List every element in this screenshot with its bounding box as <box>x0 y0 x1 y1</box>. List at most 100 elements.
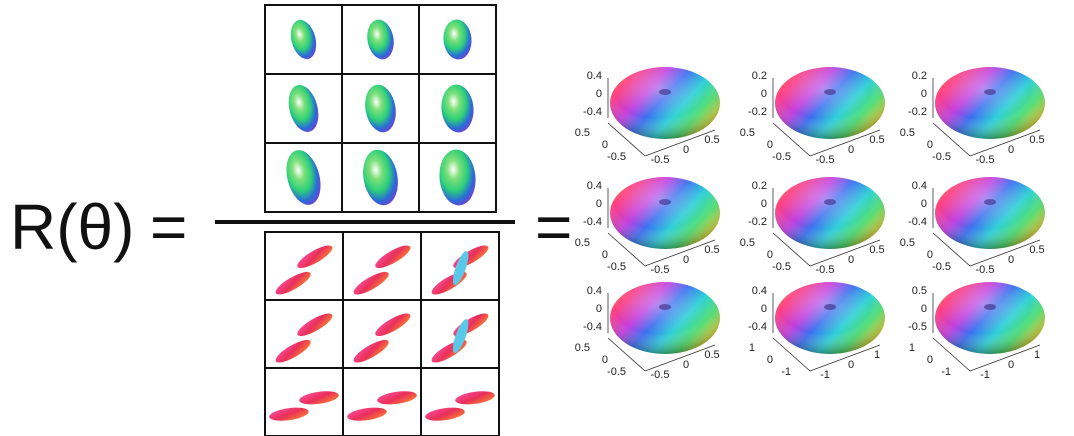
z-tick-label: 0.2 <box>912 70 927 82</box>
x-tick-label: 0 <box>602 249 608 261</box>
y-tick-label: -0.5 <box>976 264 995 276</box>
torus-hole <box>824 199 836 205</box>
torus-hole <box>984 304 996 310</box>
x-tick-label: 0 <box>767 139 773 151</box>
x-tick-label: 0 <box>767 249 773 261</box>
x-tick-label: 1 <box>749 342 755 354</box>
x-tick-label: 0.5 <box>575 237 590 249</box>
y-tick-label: 0 <box>683 359 689 371</box>
z-tick-label: -0.2 <box>908 106 927 118</box>
y-tick-label: -1 <box>980 369 990 381</box>
z-tick-label: 0.4 <box>752 285 767 297</box>
torus-shade <box>610 282 720 354</box>
y-tick-label: 1 <box>1034 349 1040 361</box>
z-tick-label: -0.4 <box>583 106 602 118</box>
y-tick-label: 0.5 <box>869 134 884 146</box>
y-tick-label: 0.5 <box>704 244 719 256</box>
torus-shade <box>775 282 885 354</box>
z-tick-label: -0.4 <box>583 216 602 228</box>
y-tick-label: 0 <box>1008 144 1014 156</box>
z-tick-label: 0 <box>921 198 927 210</box>
y-tick-label: -0.5 <box>976 154 995 166</box>
x-tick-label: -0.5 <box>772 261 791 273</box>
z-tick-label: 0 <box>596 88 602 100</box>
z-tick-label: -0.4 <box>908 216 927 228</box>
x-tick-label: 0 <box>927 249 933 261</box>
torus-shade <box>610 177 720 249</box>
y-tick-label: 0 <box>1008 359 1014 371</box>
torus-hole <box>659 199 671 205</box>
z-tick-label: 0.2 <box>752 70 767 82</box>
torus-shade <box>935 177 1045 249</box>
z-tick-label: 0.4 <box>587 180 602 192</box>
x-tick-label: -0.5 <box>932 261 951 273</box>
torus-hole <box>824 304 836 310</box>
torus-shade <box>935 282 1045 354</box>
y-tick-label: -0.5 <box>651 369 670 381</box>
x-tick-label: 1 <box>909 342 915 354</box>
y-tick-label: 0 <box>848 144 854 156</box>
z-tick-label: 0.2 <box>752 180 767 192</box>
x-tick-label: 0 <box>767 354 773 366</box>
z-tick-label: 0.4 <box>912 180 927 192</box>
z-tick-label: -0.2 <box>748 216 767 228</box>
torus-shade <box>775 177 885 249</box>
z-tick-label: 0.5 <box>912 285 927 297</box>
z-tick-label: 0 <box>761 303 767 315</box>
x-tick-label: -0.5 <box>607 261 626 273</box>
y-tick-label: 0 <box>848 254 854 266</box>
y-tick-label: -0.5 <box>651 154 670 166</box>
x-tick-label: 0.5 <box>900 237 915 249</box>
y-tick-label: 0.5 <box>869 244 884 256</box>
torus-hole <box>824 89 836 95</box>
z-tick-label: 0.4 <box>587 285 602 297</box>
y-tick-label: -0.5 <box>816 154 835 166</box>
equals: = <box>150 191 187 263</box>
y-tick-label: 0.5 <box>704 349 719 361</box>
y-tick-label: 0 <box>1008 254 1014 266</box>
x-tick-label: 0.5 <box>575 342 590 354</box>
x-tick-label: 0.5 <box>575 127 590 139</box>
x-tick-label: -0.5 <box>772 151 791 163</box>
lhs: R(θ) <box>10 191 134 263</box>
y-tick-label: 1 <box>874 349 880 361</box>
y-tick-label: 0.5 <box>1029 244 1044 256</box>
torus-hole <box>984 89 996 95</box>
torus-hole <box>659 89 671 95</box>
x-tick-label: 0 <box>927 354 933 366</box>
x-tick-label: -0.5 <box>932 151 951 163</box>
z-tick-label: -0.5 <box>908 321 927 333</box>
y-tick-label: 0 <box>848 359 854 371</box>
x-tick-label: 0 <box>927 139 933 151</box>
torus-shade <box>610 67 720 139</box>
x-tick-label: -0.5 <box>607 366 626 378</box>
z-tick-label: 0 <box>921 88 927 100</box>
x-tick-label: 0 <box>602 354 608 366</box>
x-tick-label: 0.5 <box>900 127 915 139</box>
x-tick-label: 0.5 <box>740 127 755 139</box>
y-tick-label: 0 <box>683 254 689 266</box>
z-tick-label: 0 <box>761 198 767 210</box>
torus-shade <box>775 67 885 139</box>
torus-hole <box>659 304 671 310</box>
y-tick-label: 0 <box>683 144 689 156</box>
x-tick-label: -1 <box>781 366 791 378</box>
x-tick-label: 0.5 <box>740 237 755 249</box>
torus-hole <box>984 199 996 205</box>
z-tick-label: 0 <box>921 303 927 315</box>
torus-shade <box>935 67 1045 139</box>
x-tick-label: -0.5 <box>607 151 626 163</box>
z-tick-label: 0 <box>761 88 767 100</box>
z-tick-label: -0.2 <box>748 106 767 118</box>
x-tick-label: 0 <box>602 139 608 151</box>
y-tick-label: -1 <box>820 369 830 381</box>
x-tick-label: -1 <box>941 366 951 378</box>
y-tick-label: 0.5 <box>704 134 719 146</box>
y-tick-label: -0.5 <box>651 264 670 276</box>
y-tick-label: 0.5 <box>1029 134 1044 146</box>
figure: R(θ) = = 0.40.5-0.5000-0.4-0.50.50.20.5-… <box>0 0 1074 436</box>
z-tick-label: -0.4 <box>583 321 602 333</box>
z-tick-label: 0 <box>596 303 602 315</box>
equals: = <box>535 191 572 263</box>
